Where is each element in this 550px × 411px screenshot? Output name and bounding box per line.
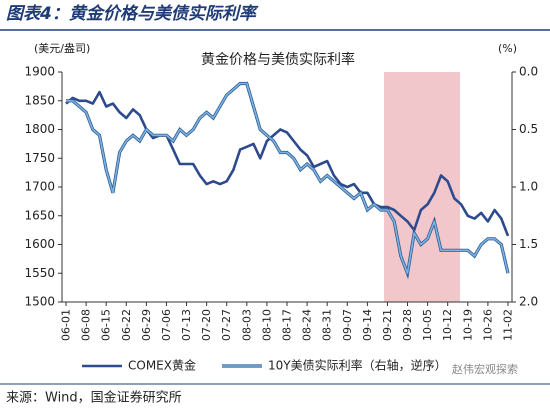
x-tick-label: 10-26 [481,309,494,341]
y-tick-label: 1650 [24,208,55,222]
legend-label: COMEX黄金 [128,358,196,373]
y2-tick-label: 1.5 [519,237,538,251]
x-tick-label: 07-27 [220,309,233,341]
legend-label: 10Y美债实际利率（右轴，逆序） [268,358,447,373]
x-tick-label: 06-08 [80,309,93,341]
watermark: 赵伟宏观探索 [452,362,518,376]
series-line [66,82,509,275]
source: 来源：Wind，国金证券研究所 [6,390,182,406]
x-tick-label: 07-13 [180,309,193,341]
y-tick-label: 1550 [24,266,55,280]
chart-title: 黄金价格与美债实际利率 [201,51,355,68]
x-tick-label: 08-17 [281,309,294,341]
x-tick-label: 06-01 [60,309,73,341]
y2-tick-label: 1.0 [519,180,538,194]
x-tick-label: 08-24 [301,309,314,341]
x-tick-label: 08-31 [321,309,334,341]
x-tick-label: 06-15 [100,309,113,341]
y-tick-label: 1500 [24,295,55,309]
x-tick-label: 11-02 [502,309,515,341]
x-tick-label: 09-28 [401,309,414,341]
y-tick-label: 1600 [24,237,55,251]
x-tick-label: 06-22 [120,309,133,341]
y2-tick-label: 0.0 [519,65,538,79]
x-tick-label: 06-29 [140,309,153,341]
y-axis-label: (美元/盎司) [34,41,90,55]
x-tick-label: 10-19 [461,309,474,341]
x-tick-label: 09-14 [361,309,374,341]
y-tick-label: 1850 [24,93,55,107]
x-tick-label: 07-06 [160,309,173,341]
x-tick-label: 10-05 [421,309,434,341]
x-tick-label: 10-12 [441,309,454,341]
page-title: 图表4：黄金价格与美债实际利率 [6,4,259,24]
y-tick-label: 1900 [24,65,55,79]
y2-tick-label: 0.5 [519,122,538,136]
y2-axis-label: (%) [498,42,517,55]
series-line [65,90,510,237]
x-tick-label: 09-07 [341,309,354,341]
x-tick-label: 09-21 [381,309,394,341]
x-tick-label: 08-10 [260,309,273,341]
y2-tick-label: 2.0 [519,295,538,309]
y-tick-label: 1750 [24,151,55,165]
y-tick-label: 1700 [24,180,55,194]
x-tick-label: 07-20 [200,309,213,341]
y-tick-label: 1800 [24,122,55,136]
highlight-band [384,72,460,302]
x-tick-label: 08-03 [240,309,253,341]
